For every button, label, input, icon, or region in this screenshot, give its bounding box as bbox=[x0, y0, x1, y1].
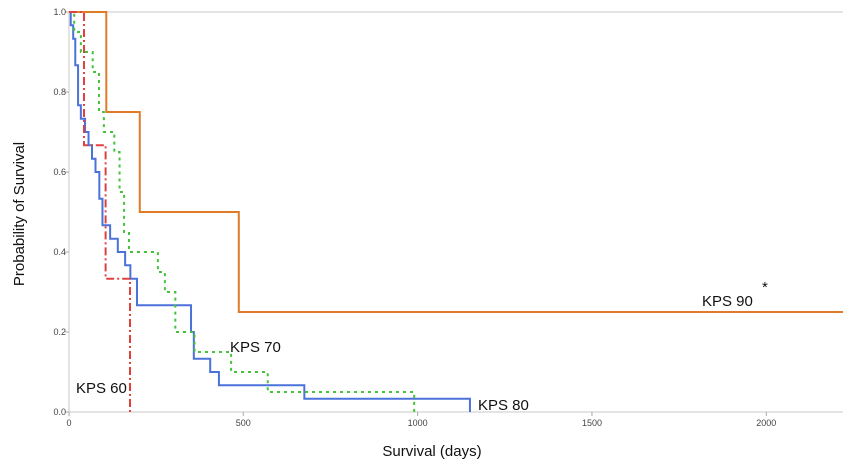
series-label-kps60: KPS 60 bbox=[76, 380, 127, 397]
x-tick-label: 1500 bbox=[582, 418, 602, 428]
series-line-kps70 bbox=[69, 11, 416, 412]
x-tick-label: 1000 bbox=[408, 418, 428, 428]
y-axis-title: Probability of Survival bbox=[11, 142, 28, 286]
significance-asterisk: * bbox=[762, 279, 768, 296]
series-line-kps80 bbox=[69, 11, 471, 412]
x-tick-label: 500 bbox=[236, 418, 251, 428]
x-tick-label: 0 bbox=[66, 418, 71, 428]
series-label-kps80: KPS 80 bbox=[478, 397, 529, 414]
y-tick-label: 0.2 bbox=[53, 327, 66, 337]
x-tick-label: 2000 bbox=[756, 418, 776, 428]
series-label-kps70: KPS 70 bbox=[230, 339, 281, 356]
y-tick-label: 0.4 bbox=[53, 247, 66, 257]
y-tick-label: 0.8 bbox=[53, 87, 66, 97]
y-tick-label: 1.0 bbox=[53, 7, 66, 17]
series-label-kps90: KPS 90 bbox=[702, 293, 753, 310]
series-labels: KPS 90 KPS 80 KPS 70 KPS 60 * bbox=[76, 279, 768, 414]
x-axis-title: Survival (days) bbox=[382, 443, 481, 460]
series-line-kps60 bbox=[69, 11, 132, 412]
y-tick-label: 0.0 bbox=[53, 407, 66, 417]
survival-curves bbox=[69, 11, 843, 412]
y-tick-label: 0.6 bbox=[53, 167, 66, 177]
axes: 0 500 1000 1500 2000 0.0 0.2 0.4 0.6 0.8 1.0 bbox=[53, 7, 843, 428]
series-line-kps90 bbox=[69, 11, 843, 313]
